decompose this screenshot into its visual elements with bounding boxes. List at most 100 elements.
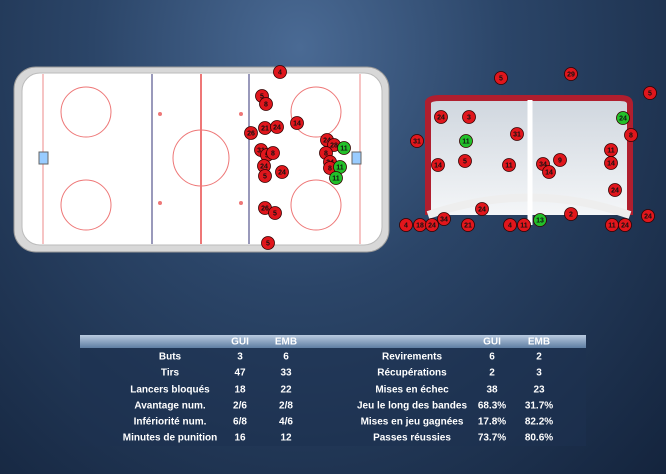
marker-dot <box>329 171 343 185</box>
marker-label: 26 <box>261 205 269 212</box>
marker-dot <box>258 169 272 183</box>
stat-label: Minutes de punition <box>123 433 217 444</box>
marker-label: 9 <box>558 157 562 164</box>
marker-label: 4 <box>508 222 512 229</box>
marker-dot <box>616 111 630 125</box>
shot-marker: 31 <box>510 127 524 141</box>
shot-marker: 29 <box>564 67 578 81</box>
stat-emb: 33 <box>280 368 292 379</box>
shot-marker: 11 <box>605 218 619 232</box>
marker-label: 21 <box>464 222 472 229</box>
marker-label: 18 <box>416 222 424 229</box>
marker-dot <box>624 128 638 142</box>
marker-label: 13 <box>536 217 544 224</box>
marker-label: 11 <box>520 222 528 229</box>
stat-label: Récupérations <box>377 368 447 379</box>
stat-gui: 2/6 <box>233 401 247 412</box>
shot-marker: 2 <box>564 207 578 221</box>
shot-marker: 24 <box>270 120 284 134</box>
stat-emb: 82.2% <box>525 417 553 428</box>
shot-marker: 24 <box>608 183 622 197</box>
marker-dot <box>434 110 448 124</box>
marker-label: 5 <box>273 210 277 217</box>
shot-marker: 5 <box>258 169 272 183</box>
marker-label: 5 <box>499 75 503 82</box>
marker-label: 24 <box>619 115 627 122</box>
marker-dot <box>275 165 289 179</box>
stat-label: Mises en jeu gagnées <box>361 417 464 428</box>
marker-dot <box>604 156 618 170</box>
marker-label: 31 <box>513 131 521 138</box>
shot-marker: 14 <box>542 165 556 179</box>
marker-label: 11 <box>340 145 348 152</box>
marker-label: 5 <box>263 173 267 180</box>
marker-label: 11 <box>608 222 616 229</box>
marker-label: 8 <box>328 165 332 172</box>
shot-marker: 11 <box>604 143 618 157</box>
marker-dot <box>462 110 476 124</box>
stat-gui: 6/8 <box>233 417 247 428</box>
marker-dot <box>244 126 258 140</box>
stat-gui: 3 <box>237 352 243 363</box>
marker-dot <box>503 218 517 232</box>
marker-label: 11 <box>607 147 615 154</box>
marker-label: 31 <box>413 138 421 145</box>
marker-dot <box>290 116 304 130</box>
shot-marker: 8 <box>259 97 273 111</box>
shot-marker: 24 <box>275 165 289 179</box>
marker-label: 24 <box>323 137 331 144</box>
marker-dot <box>458 154 472 168</box>
shot-marker: 14 <box>290 116 304 130</box>
marker-dot <box>337 141 351 155</box>
marker-dot <box>517 218 531 232</box>
shot-marker: 4 <box>503 218 517 232</box>
shot-marker: 18 <box>413 218 427 232</box>
marker-label: 31 <box>257 147 265 154</box>
shot-marker: 11 <box>329 171 343 185</box>
shot-marker: 31 <box>410 134 424 148</box>
stat-emb: 23 <box>533 385 545 396</box>
header-emb: EMB <box>275 337 297 348</box>
stat-emb: 4/6 <box>279 417 293 428</box>
stat-emb: 2/8 <box>279 401 293 412</box>
marker-label: 14 <box>434 162 442 169</box>
stat-label: Avantage num. <box>134 401 206 412</box>
marker-dot <box>437 212 451 226</box>
marker-label: 14 <box>607 160 615 167</box>
shot-marker: 5 <box>458 154 472 168</box>
shot-marker: 8 <box>266 146 280 160</box>
marker-label: 8 <box>324 150 328 157</box>
stat-label: Tirs <box>161 368 180 379</box>
shot-marker: 14 <box>431 158 445 172</box>
stat-label: Lancers bloqués <box>130 385 210 396</box>
shot-marker: 11 <box>337 141 351 155</box>
shot-marker: 11 <box>459 134 473 148</box>
shot-marker: 11 <box>517 218 531 232</box>
shot-marker: 5 <box>494 71 508 85</box>
marker-dot <box>553 153 567 167</box>
marker-dot <box>461 218 475 232</box>
marker-dot <box>425 218 439 232</box>
marker-label: 34 <box>539 161 547 168</box>
marker-dot <box>564 207 578 221</box>
header-gui: GUI <box>483 337 501 348</box>
shot-marker: 5 <box>261 236 275 250</box>
marker-label: 24 <box>428 222 436 229</box>
shot-marker: 5 <box>268 206 282 220</box>
marker-label: 8 <box>629 132 633 139</box>
net <box>425 95 633 225</box>
marker-label: 8 <box>264 101 268 108</box>
stat-label: Buts <box>159 352 182 363</box>
shot-markers: 4582621241431582424524281182481111265552… <box>244 65 657 250</box>
marker-dot <box>618 218 632 232</box>
marker-label: 24 <box>278 169 286 176</box>
marker-dot <box>268 206 282 220</box>
stat-gui: 6 <box>489 352 495 363</box>
marker-label: 24 <box>260 163 268 170</box>
header-gui: GUI <box>231 337 249 348</box>
marker-label: 11 <box>332 175 340 182</box>
marker-label: 24 <box>437 114 445 121</box>
shot-marker: 11 <box>333 160 347 174</box>
